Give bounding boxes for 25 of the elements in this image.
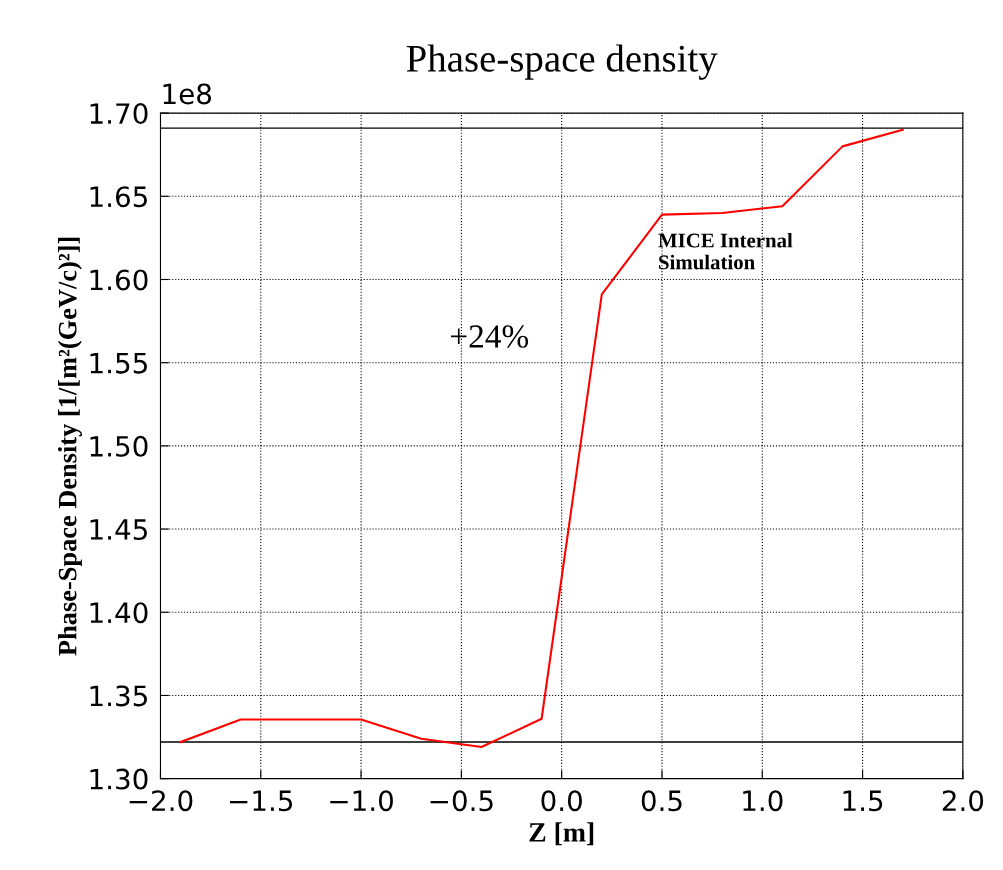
y-tick-label: 1.60 bbox=[90, 269, 148, 291]
annotation: MICE Internal Simulation bbox=[658, 232, 793, 270]
x-tick-label: 0.0 bbox=[541, 790, 582, 812]
annotation: +24% bbox=[451, 325, 529, 348]
x-tick-label: 2.0 bbox=[942, 790, 984, 812]
y-tick-label: 1.35 bbox=[90, 685, 147, 707]
x-tick-label: −0.5 bbox=[430, 790, 493, 812]
y-axis-title: Phase-Space Density [1/[m²(GeV/c)²]] bbox=[57, 237, 82, 656]
y-tick-label: 1.30 bbox=[90, 768, 148, 790]
text: 1e8 bbox=[163, 83, 212, 105]
y-tick-label: 1.50 bbox=[90, 435, 148, 457]
x-tick-label: −1.5 bbox=[230, 790, 293, 812]
x-axis-title: Z [m] bbox=[529, 822, 594, 846]
line-series bbox=[179, 128, 904, 749]
x-tick-label: 1.5 bbox=[843, 790, 883, 812]
y-tick-label: 1.45 bbox=[90, 519, 147, 541]
y-tick-label: 1.70 bbox=[90, 103, 148, 125]
y-tick-label: 1.55 bbox=[90, 352, 147, 374]
y-tick-label: 1.40 bbox=[90, 602, 148, 624]
x-tick-label: 1.0 bbox=[743, 790, 783, 812]
x-tick-label: −1.0 bbox=[330, 790, 393, 812]
x-tick-label: 0.5 bbox=[641, 790, 682, 812]
y-tick-label: 1.65 bbox=[90, 186, 147, 208]
chart-title: Phase-space density bbox=[406, 44, 718, 80]
x-tick-label: −2.0 bbox=[129, 790, 193, 812]
